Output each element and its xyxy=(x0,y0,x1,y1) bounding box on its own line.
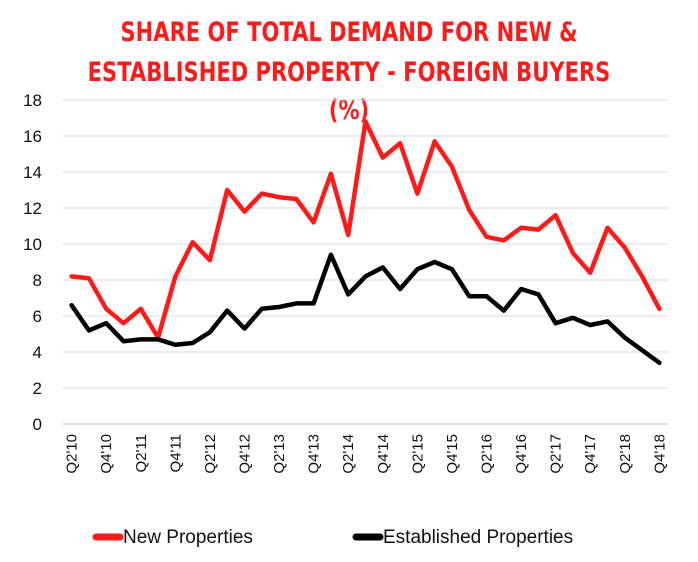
y-tick-label-12: 12 xyxy=(23,199,42,218)
y-tick-label-18: 18 xyxy=(23,91,42,110)
x-tick-label-Q416: Q4'16 xyxy=(513,434,530,474)
x-tick-label-Q212: Q2'12 xyxy=(202,434,219,474)
y-tick-label-4: 4 xyxy=(33,343,42,362)
y-tick-label-10: 10 xyxy=(23,235,42,254)
x-tick-label-Q413: Q4'13 xyxy=(306,434,323,474)
x-tick-label-Q410: Q4'10 xyxy=(98,434,115,474)
x-tick-label-Q218: Q2'18 xyxy=(617,434,634,474)
x-tick-label-Q215: Q2'15 xyxy=(409,434,426,474)
legend-label-new-properties: New Properties xyxy=(123,527,253,548)
series-line-established-properties xyxy=(69,252,662,366)
y-tick-label-8: 8 xyxy=(33,271,42,290)
x-tick-label-Q217: Q2'17 xyxy=(548,434,565,474)
x-tick-label-Q216: Q2'16 xyxy=(479,434,496,474)
y-tick-label-14: 14 xyxy=(23,163,42,182)
y-tick-label-16: 16 xyxy=(23,127,42,146)
chart-title-line-1: SHARE OF TOTAL DEMAND FOR NEW & xyxy=(120,17,578,48)
x-tick-label-Q213: Q2'13 xyxy=(271,434,288,474)
x-tick-label-Q211: Q2'11 xyxy=(133,434,150,472)
y-tick-label-6: 6 xyxy=(33,307,42,326)
x-tick-label-Q418: Q4'18 xyxy=(651,434,668,474)
x-tick-label-Q415: Q4'15 xyxy=(444,434,461,474)
chart-title-line-2: ESTABLISHED PROPERTY - FOREIGN BUYERS (%… xyxy=(87,57,611,126)
x-tick-label-Q414: Q4'14 xyxy=(375,434,392,474)
x-tick-label-Q417: Q4'17 xyxy=(582,434,599,474)
legend-label-established-properties: Established Properties xyxy=(383,527,573,548)
x-tick-label-Q411: Q4'11 xyxy=(167,434,184,472)
x-tick-label-Q214: Q2'14 xyxy=(340,434,357,474)
x-tick-label-Q210: Q2'10 xyxy=(64,434,81,474)
y-tick-label-2: 2 xyxy=(33,379,42,398)
x-tick-label-Q412: Q4'12 xyxy=(237,434,254,474)
series-line-new-properties xyxy=(69,119,662,340)
y-tick-label-0: 0 xyxy=(33,415,42,434)
